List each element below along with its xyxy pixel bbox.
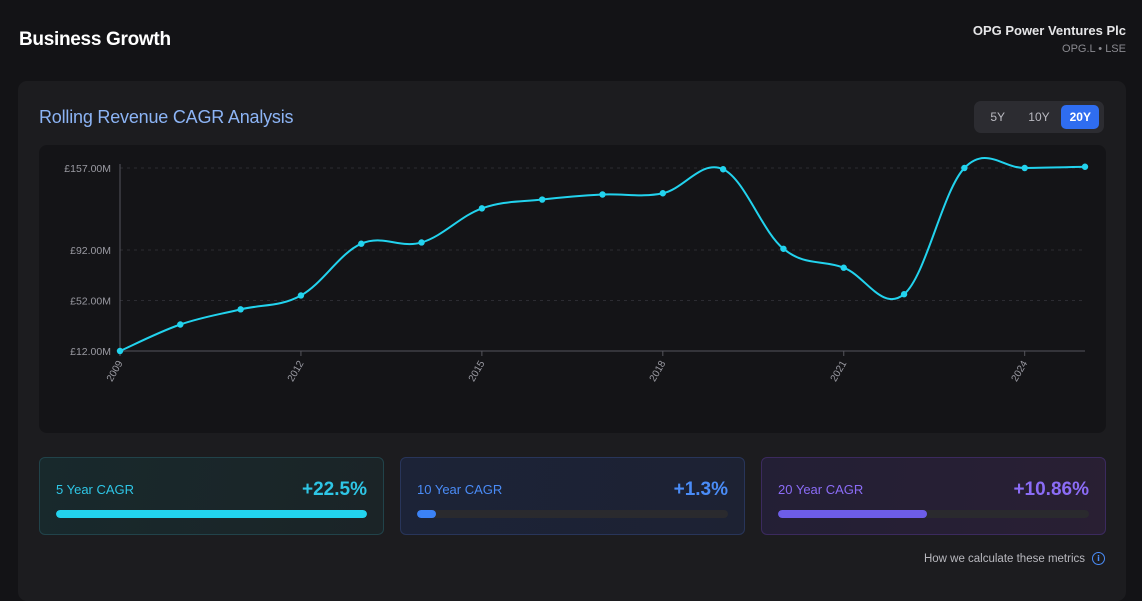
data-point	[418, 239, 425, 246]
range-selector: 5Y 10Y 20Y	[974, 101, 1104, 133]
range-20y-button[interactable]: 20Y	[1061, 105, 1100, 129]
data-point	[177, 321, 184, 328]
company-ticker: OPG.L • LSE	[1062, 43, 1126, 55]
x-tick-label: 2018	[648, 359, 669, 384]
data-point	[116, 347, 124, 355]
cagr-panel: Rolling Revenue CAGR Analysis 5Y 10Y 20Y…	[18, 81, 1126, 601]
y-tick-label: £52.00M	[70, 296, 111, 308]
cagr-progress-fill	[56, 510, 367, 518]
cagr-card-10y: 10 Year CAGR +1.3%	[400, 457, 745, 535]
data-point	[1021, 164, 1028, 172]
data-point	[900, 291, 908, 298]
y-tick-label: £157.00M	[64, 163, 111, 175]
page-title: Business Growth	[19, 29, 171, 50]
company-name: OPG Power Ventures Plc	[972, 23, 1126, 38]
x-tick-label: 2012	[286, 359, 307, 384]
x-tick-label: 2015	[467, 359, 488, 384]
y-tick-label: £12.00M	[70, 346, 111, 358]
data-point	[659, 190, 667, 197]
cagr-cards: 5 Year CAGR +22.5% 10 Year CAGR +1.3% 20…	[39, 457, 1106, 535]
data-point	[358, 240, 365, 247]
revenue-line-chart: £12.00M £52.00M £92.00M £157.00M 2009 2012 201…	[64, 157, 1089, 384]
cagr-card-label: 20 Year CAGR	[778, 482, 864, 497]
data-point	[538, 196, 546, 203]
panel-title: Rolling Revenue CAGR Analysis	[39, 107, 294, 127]
data-point	[478, 205, 486, 212]
data-point	[237, 306, 244, 313]
cagr-card-label: 10 Year CAGR	[417, 482, 503, 497]
company-info: OPG Power Ventures Plc OPG.L • LSE	[973, 23, 1126, 55]
cagr-progress-track	[778, 510, 1089, 518]
chart-container: £12.00M £52.00M £92.00M £157.00M 2009 2012 201…	[39, 145, 1106, 433]
data-point	[297, 292, 305, 299]
y-tick-label: £92.00M	[70, 245, 111, 257]
cagr-progress-fill	[778, 510, 928, 518]
x-tick-label: 2024	[1010, 359, 1031, 384]
cagr-card-value: +1.3%	[673, 479, 728, 500]
calculation-info-text: How we calculate these metrics	[923, 552, 1085, 565]
data-point	[961, 164, 968, 172]
revenue-series-line	[119, 157, 1086, 352]
data-point	[840, 264, 847, 271]
data-point	[1081, 163, 1089, 170]
cagr-card-20y: 20 Year CAGR +10.86%	[761, 457, 1106, 535]
range-10y-button[interactable]: 10Y	[1028, 110, 1050, 124]
range-5y-button[interactable]: 5Y	[990, 110, 1005, 124]
cagr-card-value: +10.86%	[1013, 479, 1089, 500]
cagr-progress-track	[417, 510, 728, 518]
data-point	[719, 166, 727, 173]
cagr-progress-fill	[417, 510, 436, 518]
cagr-progress-track	[56, 510, 367, 518]
calculation-info-link[interactable]: How we calculate these metrics i	[924, 552, 1105, 565]
cagr-card-label: 5 Year CAGR	[56, 482, 135, 497]
data-point	[599, 191, 606, 198]
x-tick-label: 2009	[105, 359, 126, 384]
info-icon[interactable]: i	[1092, 552, 1105, 565]
cagr-card-value: +22.5%	[302, 479, 367, 500]
cagr-card-5y: 5 Year CAGR +22.5%	[39, 457, 384, 535]
data-point	[780, 245, 787, 252]
x-tick-label: 2021	[829, 359, 850, 384]
